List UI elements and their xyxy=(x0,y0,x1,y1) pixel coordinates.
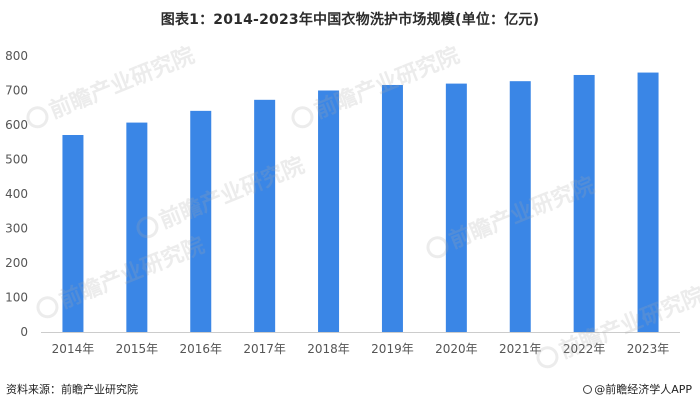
source-note: 资料来源：前瞻产业研究院 xyxy=(6,383,138,396)
y-tick-label: 400 xyxy=(5,187,28,201)
x-tick-label: 2022年 xyxy=(563,342,606,356)
brand-logo-icon xyxy=(583,385,593,394)
y-tick-label: 500 xyxy=(5,153,28,167)
bar xyxy=(190,110,212,332)
bar xyxy=(637,72,659,332)
bar xyxy=(254,99,276,332)
y-axis: 0 100 200 300 400 500 600 700 800 xyxy=(5,49,28,339)
bar xyxy=(318,90,340,332)
y-tick-label: 600 xyxy=(5,118,28,132)
bar xyxy=(573,74,595,332)
x-tick-label: 2018年 xyxy=(307,342,350,356)
x-tick-label: 2016年 xyxy=(179,342,222,356)
bar xyxy=(381,84,403,332)
x-tick-label: 2023年 xyxy=(627,342,670,356)
x-tick-label: 2020年 xyxy=(435,342,478,356)
bar xyxy=(445,83,467,332)
x-tick-label: 2017年 xyxy=(243,342,286,356)
y-tick-label: 200 xyxy=(5,256,28,270)
y-tick-label: 800 xyxy=(5,49,28,63)
chart-title: 图表1：2014-2023年中国衣物洗护市场规模(单位：亿元) xyxy=(160,12,540,28)
bar xyxy=(126,122,148,333)
y-tick-label: 700 xyxy=(5,84,28,98)
bar xyxy=(62,135,84,332)
bar xyxy=(509,81,531,332)
x-axis: 2014年 2015年 2016年 2017年 2018年 2019年 2020年 2021年… xyxy=(52,342,670,356)
y-tick-label: 0 xyxy=(20,325,28,339)
x-tick-label: 2019年 xyxy=(371,342,414,356)
y-tick-label: 100 xyxy=(5,291,28,305)
bar-series xyxy=(62,72,659,333)
x-tick-label: 2014年 xyxy=(52,342,95,356)
y-tick-label: 300 xyxy=(5,222,28,236)
brand-note: @前瞻经济学人APP xyxy=(583,381,692,397)
x-tick-label: 2021年 xyxy=(499,342,542,356)
x-tick-label: 2015年 xyxy=(116,342,159,356)
